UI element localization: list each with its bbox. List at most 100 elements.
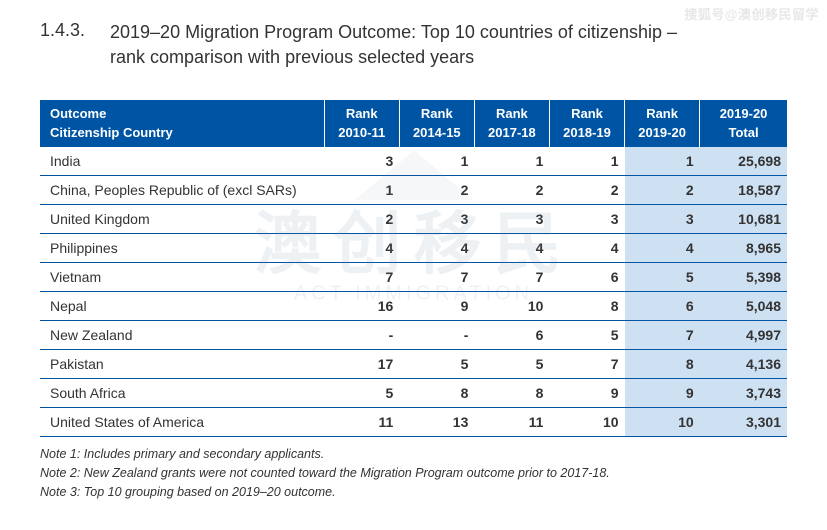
cell-r2: 5 [399,350,474,379]
cell-r5: 4 [625,234,700,263]
table-row: United States of America11131110103,301 [40,408,787,437]
cell-r4: 3 [549,205,624,234]
table-row: Pakistan1755784,136 [40,350,787,379]
cell-r3: 1 [474,147,549,176]
cell-r4: 10 [549,408,624,437]
cell-r2: 3 [399,205,474,234]
cell-r5: 1 [625,147,700,176]
table-row: Vietnam777655,398 [40,263,787,292]
cell-r4: 8 [549,292,624,321]
cell-country: Vietnam [40,263,324,292]
cell-r4: 5 [549,321,624,350]
note-3: Note 3: Top 10 grouping based on 2019–20… [40,485,787,499]
header-rank-2019-20: Rank 2019-20 [625,100,700,147]
cell-r2: 1 [399,147,474,176]
table-body: India3111125,698China, Peoples Republic … [40,147,787,437]
header-total-2019-20: 2019-20 Total [700,100,787,147]
cell-r5: 2 [625,176,700,205]
cell-r2: 2 [399,176,474,205]
cell-r4: 1 [549,147,624,176]
cell-r4: 6 [549,263,624,292]
header-outcome-label: Outcome [50,106,106,121]
table-row: United Kingdom2333310,681 [40,205,787,234]
cell-total: 5,398 [700,263,787,292]
cell-country: China, Peoples Republic of (excl SARs) [40,176,324,205]
cell-r3: 6 [474,321,549,350]
cell-total: 25,698 [700,147,787,176]
cell-r4: 4 [549,234,624,263]
cell-country: India [40,147,324,176]
cell-r1: 11 [324,408,399,437]
cell-r3: 11 [474,408,549,437]
cell-r5: 6 [625,292,700,321]
cell-r1: - [324,321,399,350]
cell-r5: 3 [625,205,700,234]
cell-r1: 1 [324,176,399,205]
table-row: South Africa588993,743 [40,379,787,408]
section-number: 1.4.3. [40,20,110,70]
header-rank-2010-11: Rank 2010-11 [324,100,399,147]
table-row: India3111125,698 [40,147,787,176]
cell-total: 8,965 [700,234,787,263]
note-1: Note 1: Includes primary and secondary a… [40,447,787,461]
cell-r5: 10 [625,408,700,437]
cell-total: 3,301 [700,408,787,437]
cell-country: Nepal [40,292,324,321]
cell-r4: 9 [549,379,624,408]
cell-r5: 9 [625,379,700,408]
cell-r3: 2 [474,176,549,205]
cell-r1: 3 [324,147,399,176]
table-row: New Zealand--6574,997 [40,321,787,350]
section-header: 1.4.3. 2019–20 Migration Program Outcome… [40,20,787,70]
source-attribution: 搜狐号@澳创移民留学 [684,4,819,23]
cell-r3: 10 [474,292,549,321]
cell-r4: 2 [549,176,624,205]
cell-r1: 5 [324,379,399,408]
header-country: Outcome Citizenship Country [40,100,324,147]
page: 1.4.3. 2019–20 Migration Program Outcome… [0,0,827,514]
cell-r3: 3 [474,205,549,234]
cell-r1: 17 [324,350,399,379]
section-title-line1: 2019–20 Migration Program Outcome: Top 1… [110,22,677,42]
header-rank-2018-19: Rank 2018-19 [549,100,624,147]
cell-country: United Kingdom [40,205,324,234]
cell-r1: 16 [324,292,399,321]
cell-r1: 2 [324,205,399,234]
cell-r2: - [399,321,474,350]
cell-total: 4,997 [700,321,787,350]
cell-country: Philippines [40,234,324,263]
cell-r3: 5 [474,350,549,379]
cell-country: United States of America [40,408,324,437]
section-title: 2019–20 Migration Program Outcome: Top 1… [110,20,677,70]
cell-r5: 7 [625,321,700,350]
table-row: Philippines444448,965 [40,234,787,263]
cell-total: 5,048 [700,292,787,321]
table-row: Nepal16910865,048 [40,292,787,321]
cell-country: Pakistan [40,350,324,379]
cell-r1: 7 [324,263,399,292]
cell-r5: 5 [625,263,700,292]
header-rank-2017-18: Rank 2017-18 [474,100,549,147]
cell-total: 4,136 [700,350,787,379]
cell-r1: 4 [324,234,399,263]
note-2: Note 2: New Zealand grants were not coun… [40,466,787,480]
cell-country: South Africa [40,379,324,408]
cell-r3: 8 [474,379,549,408]
header-country-label: Citizenship Country [50,125,318,140]
cell-r2: 13 [399,408,474,437]
cell-r2: 7 [399,263,474,292]
cell-total: 10,681 [700,205,787,234]
table-header-row: Outcome Citizenship Country Rank 2010-11… [40,100,787,147]
notes: Note 1: Includes primary and secondary a… [40,447,787,499]
cell-r3: 4 [474,234,549,263]
cell-total: 3,743 [700,379,787,408]
cell-r3: 7 [474,263,549,292]
cell-r5: 8 [625,350,700,379]
rank-table-wrap: Outcome Citizenship Country Rank 2010-11… [40,100,787,437]
cell-r4: 7 [549,350,624,379]
cell-r2: 8 [399,379,474,408]
rank-table: Outcome Citizenship Country Rank 2010-11… [40,100,787,437]
cell-r2: 4 [399,234,474,263]
header-rank-2014-15: Rank 2014-15 [399,100,474,147]
cell-country: New Zealand [40,321,324,350]
